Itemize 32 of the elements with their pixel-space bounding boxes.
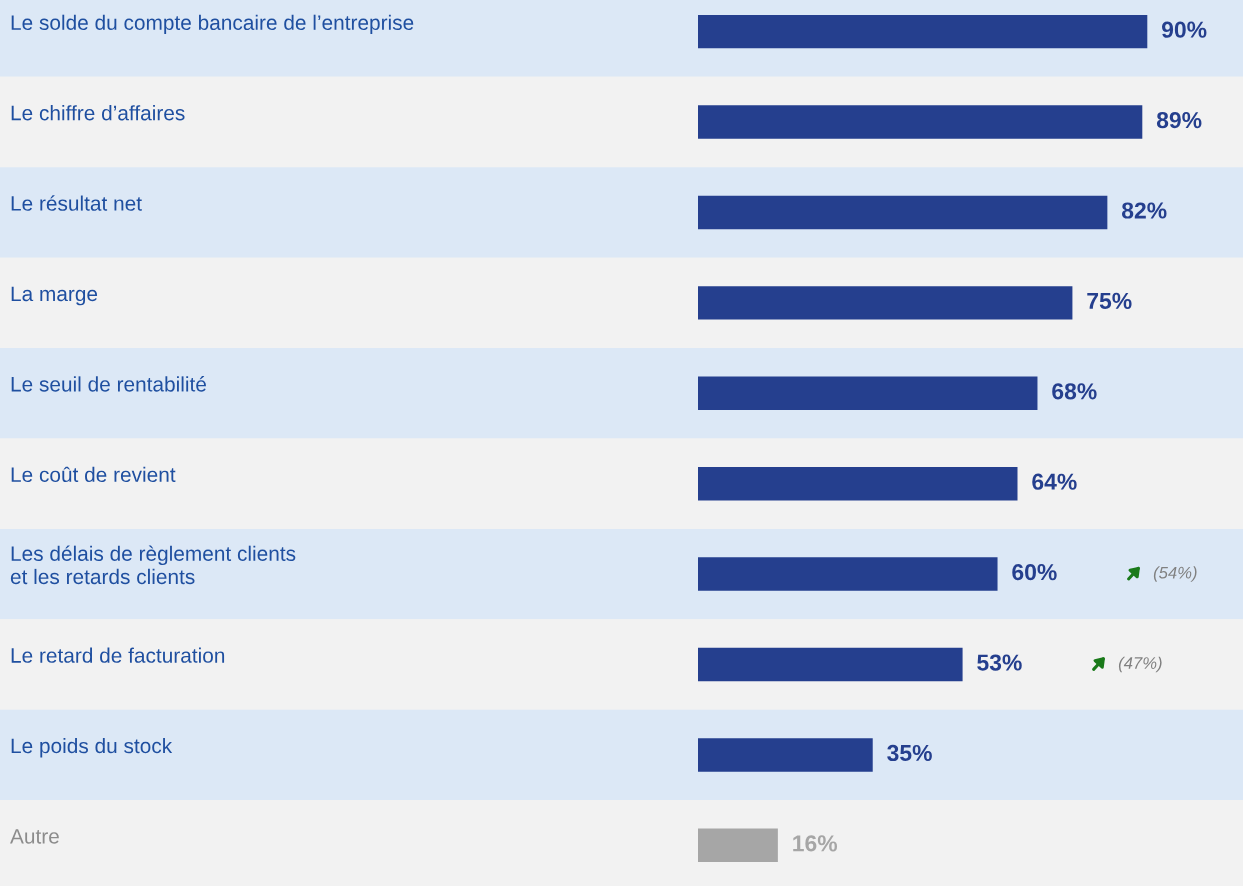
data-label: 64%: [1032, 473, 1077, 490]
data-label: 90%: [1161, 21, 1207, 38]
bar: [698, 647, 963, 682]
data-label: 68%: [1052, 383, 1097, 400]
data-label: 89%: [1156, 111, 1202, 129]
y-tick-label: Le poids du stock: [11, 737, 173, 758]
bar: [698, 466, 1018, 501]
annotation: (47%): [1118, 656, 1162, 673]
bar: [698, 105, 1143, 139]
bar: [698, 286, 1073, 320]
y-tick-label: Le coût de revient: [11, 466, 176, 483]
y-tick-label: Autre: [10, 829, 59, 844]
y-tick-label: Le seuil de rentabilité: [11, 376, 206, 392]
y-tick-label: La marge: [11, 286, 98, 306]
data-label: 75%: [1087, 292, 1132, 310]
y-tick-label: Le retard de facturation: [11, 647, 225, 663]
y-tick-label: Le solde du compte bancaire de l’entreprise: [11, 14, 414, 35]
data-label: 60%: [1012, 564, 1057, 581]
bar: [698, 195, 1108, 230]
y-tick-label: Le résultat net: [11, 195, 142, 211]
data-label: 82%: [1121, 202, 1167, 219]
bar: [698, 828, 778, 863]
data-label: 53%: [977, 654, 1022, 671]
text: (54%): [1153, 566, 1197, 582]
bar: [698, 738, 873, 772]
bar: [698, 376, 1038, 410]
data-label: 35%: [887, 744, 932, 762]
bar: [698, 557, 998, 591]
y-tick-label: Les délais de règlement clients et les retards clients: [10, 545, 296, 585]
y-tick-label: Le chiffre d’affaires: [11, 105, 185, 121]
data-label: 16%: [793, 835, 838, 852]
bar: [698, 14, 1148, 49]
